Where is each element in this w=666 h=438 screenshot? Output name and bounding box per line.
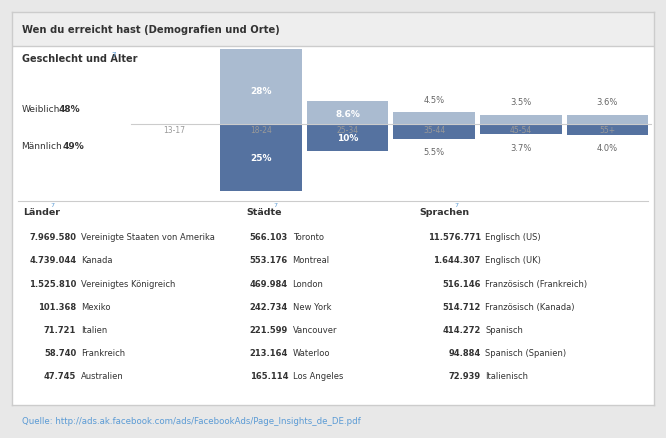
- Text: Männlich: Männlich: [21, 142, 63, 151]
- Text: 71.721: 71.721: [44, 325, 76, 334]
- FancyBboxPatch shape: [12, 13, 654, 46]
- Bar: [306, 102, 388, 125]
- Text: 221.599: 221.599: [250, 325, 288, 334]
- Text: 13-17: 13-17: [163, 126, 185, 134]
- Text: Vancouver: Vancouver: [292, 325, 337, 334]
- Text: Sprachen: Sprachen: [420, 207, 470, 216]
- Text: New York: New York: [292, 302, 331, 311]
- Text: Toronto: Toronto: [292, 233, 324, 242]
- Text: Spanisch: Spanisch: [485, 325, 523, 334]
- Bar: [220, 50, 302, 125]
- Text: 35-44: 35-44: [423, 126, 446, 134]
- Text: 516.146: 516.146: [442, 279, 481, 288]
- Bar: [394, 125, 475, 140]
- Bar: [394, 113, 475, 125]
- Text: Quelle: http://ads.ak.facebook.com/ads/FacebookAds/Page_Insights_de_DE.pdf: Quelle: http://ads.ak.facebook.com/ads/F…: [21, 416, 360, 425]
- Text: Los Angeles: Los Angeles: [292, 371, 343, 381]
- Text: 7: 7: [51, 202, 55, 208]
- Text: Städte: Städte: [246, 207, 282, 216]
- Text: 4.0%: 4.0%: [597, 144, 618, 153]
- Text: 18-24: 18-24: [250, 126, 272, 134]
- Text: Englisch (UK): Englisch (UK): [485, 256, 541, 265]
- Text: 47.745: 47.745: [44, 371, 76, 381]
- Text: Englisch (US): Englisch (US): [485, 233, 541, 242]
- Text: 8.6%: 8.6%: [335, 110, 360, 119]
- Bar: [220, 125, 302, 191]
- Text: 7: 7: [455, 202, 459, 208]
- Text: 3.7%: 3.7%: [510, 143, 531, 152]
- Text: Französisch (Kanada): Französisch (Kanada): [485, 302, 575, 311]
- Text: 48%: 48%: [59, 105, 81, 114]
- Text: 566.103: 566.103: [250, 233, 288, 242]
- Text: Französisch (Frankreich): Französisch (Frankreich): [485, 279, 587, 288]
- Text: 28%: 28%: [250, 87, 272, 96]
- Text: 11.576.771: 11.576.771: [428, 233, 481, 242]
- Text: 45-54: 45-54: [509, 126, 532, 134]
- Text: 1.644.307: 1.644.307: [434, 256, 481, 265]
- Bar: [480, 116, 561, 125]
- Text: 414.272: 414.272: [442, 325, 481, 334]
- Text: 72.939: 72.939: [448, 371, 481, 381]
- Text: Italienisch: Italienisch: [485, 371, 528, 381]
- Text: Länder: Länder: [23, 207, 61, 216]
- Text: Waterloo: Waterloo: [292, 348, 330, 357]
- Text: 94.884: 94.884: [448, 348, 481, 357]
- Text: Australien: Australien: [81, 371, 123, 381]
- Text: Kanada: Kanada: [81, 256, 112, 265]
- Text: London: London: [292, 279, 324, 288]
- Text: 25-34: 25-34: [336, 126, 358, 134]
- Text: Mexiko: Mexiko: [81, 302, 110, 311]
- Text: 1.525.810: 1.525.810: [29, 279, 76, 288]
- Text: 165.114: 165.114: [250, 371, 288, 381]
- Text: 55+: 55+: [599, 126, 615, 134]
- Text: Weiblich: Weiblich: [21, 105, 60, 114]
- Text: 3.5%: 3.5%: [510, 98, 531, 107]
- Bar: [480, 125, 561, 135]
- Text: Vereinigtes Königreich: Vereinigtes Königreich: [81, 279, 175, 288]
- Bar: [567, 115, 648, 125]
- Text: 25%: 25%: [250, 154, 272, 162]
- Text: 5.5%: 5.5%: [424, 148, 445, 157]
- Text: Geschlecht und Alter: Geschlecht und Alter: [21, 54, 137, 64]
- Text: 213.164: 213.164: [250, 348, 288, 357]
- Text: Vereinigte Staaten von Amerika: Vereinigte Staaten von Amerika: [81, 233, 214, 242]
- Text: Montreal: Montreal: [292, 256, 330, 265]
- Text: 58.740: 58.740: [44, 348, 76, 357]
- Text: Wen du erreicht hast (Demografien und Orte): Wen du erreicht hast (Demografien und Or…: [21, 25, 279, 35]
- Bar: [567, 125, 648, 135]
- Text: Frankreich: Frankreich: [81, 348, 125, 357]
- Text: 49%: 49%: [62, 142, 84, 151]
- Text: 469.984: 469.984: [250, 279, 288, 288]
- Text: 4.5%: 4.5%: [424, 95, 445, 104]
- Text: 10%: 10%: [337, 134, 358, 143]
- Bar: [306, 125, 388, 152]
- Text: 242.734: 242.734: [250, 302, 288, 311]
- Text: 4.739.044: 4.739.044: [29, 256, 76, 265]
- Text: Spanisch (Spanien): Spanisch (Spanien): [485, 348, 566, 357]
- Text: Italien: Italien: [81, 325, 107, 334]
- Text: 3.6%: 3.6%: [597, 98, 618, 107]
- Text: 553.176: 553.176: [250, 256, 288, 265]
- Text: 7: 7: [274, 202, 278, 208]
- Text: 7.969.580: 7.969.580: [29, 233, 76, 242]
- Text: 101.368: 101.368: [38, 302, 76, 311]
- Text: 7: 7: [111, 53, 116, 58]
- Text: 514.712: 514.712: [442, 302, 481, 311]
